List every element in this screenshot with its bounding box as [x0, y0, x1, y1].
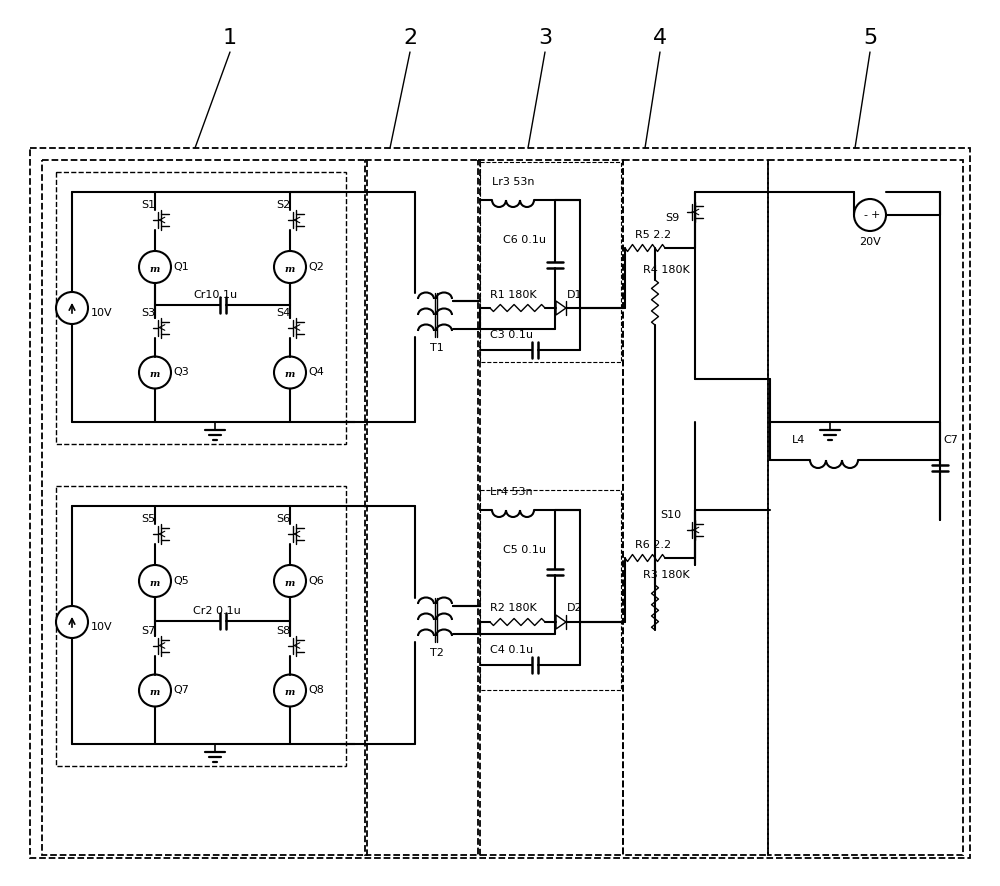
Text: Cr2 0.1u: Cr2 0.1u — [193, 606, 241, 617]
Circle shape — [854, 199, 886, 231]
Circle shape — [56, 292, 88, 324]
Text: m: m — [150, 579, 160, 587]
Circle shape — [274, 251, 306, 283]
Circle shape — [139, 674, 171, 706]
Text: Q2: Q2 — [308, 262, 324, 272]
Text: S5: S5 — [141, 514, 155, 524]
Text: m: m — [285, 579, 295, 587]
Text: 2: 2 — [403, 28, 417, 48]
Bar — [42, 160, 367, 855]
Text: C7: C7 — [943, 435, 958, 445]
Text: m: m — [285, 265, 295, 274]
Circle shape — [139, 251, 171, 283]
Text: R5 2.2: R5 2.2 — [635, 230, 671, 240]
Bar — [30, 148, 970, 858]
Bar — [480, 490, 621, 690]
Text: m: m — [150, 370, 160, 379]
Text: S1: S1 — [141, 200, 155, 210]
Text: S7: S7 — [141, 626, 155, 635]
Text: m: m — [150, 688, 160, 697]
Text: 10V: 10V — [91, 308, 113, 318]
Bar — [365, 160, 480, 855]
Text: S6: S6 — [276, 514, 290, 524]
Text: 4: 4 — [653, 28, 667, 48]
Bar — [56, 486, 346, 766]
Text: S8: S8 — [276, 626, 290, 635]
Text: S10: S10 — [660, 510, 681, 520]
Text: 10V: 10V — [91, 622, 113, 632]
Text: R4 180K: R4 180K — [643, 265, 690, 275]
Text: +: + — [870, 210, 880, 220]
Bar — [480, 162, 621, 362]
Text: T1: T1 — [430, 343, 444, 353]
Bar — [623, 160, 768, 855]
Text: -: - — [863, 210, 867, 220]
Text: T2: T2 — [430, 648, 444, 658]
Polygon shape — [556, 301, 566, 315]
Text: D1: D1 — [567, 290, 582, 300]
Text: Lr3 53n: Lr3 53n — [492, 177, 534, 187]
Text: m: m — [285, 688, 295, 697]
Text: R1 180K: R1 180K — [490, 290, 537, 300]
Circle shape — [56, 606, 88, 638]
Bar — [56, 172, 346, 444]
Circle shape — [139, 565, 171, 597]
Circle shape — [274, 356, 306, 388]
Text: S2: S2 — [276, 200, 290, 210]
Text: R3 180K: R3 180K — [643, 570, 690, 580]
Polygon shape — [556, 615, 566, 629]
Text: S4: S4 — [276, 307, 290, 317]
Text: Lr4 53n: Lr4 53n — [490, 487, 533, 497]
Text: Q3: Q3 — [173, 368, 189, 377]
Text: Q5: Q5 — [173, 576, 189, 586]
Text: Q4: Q4 — [308, 368, 324, 377]
Text: 3: 3 — [538, 28, 552, 48]
Text: S9: S9 — [665, 213, 679, 223]
Text: Q7: Q7 — [173, 686, 189, 696]
Text: Q1: Q1 — [173, 262, 189, 272]
Text: Q6: Q6 — [308, 576, 324, 586]
Circle shape — [274, 565, 306, 597]
Text: C5 0.1u: C5 0.1u — [503, 545, 546, 555]
Text: C3 0.1u: C3 0.1u — [490, 330, 533, 340]
Circle shape — [139, 356, 171, 388]
Text: 1: 1 — [223, 28, 237, 48]
Text: D2: D2 — [567, 603, 583, 613]
Text: 20V: 20V — [859, 237, 881, 247]
Text: Q8: Q8 — [308, 686, 324, 696]
Text: 5: 5 — [863, 28, 877, 48]
Text: R6 2.2: R6 2.2 — [635, 540, 671, 550]
Bar — [478, 160, 623, 855]
Text: C6 0.1u: C6 0.1u — [503, 235, 546, 245]
Text: R2 180K: R2 180K — [490, 603, 537, 613]
Text: Cr10.1u: Cr10.1u — [193, 291, 237, 300]
Text: L4: L4 — [792, 435, 805, 445]
Text: C4 0.1u: C4 0.1u — [490, 645, 533, 655]
Text: m: m — [285, 370, 295, 379]
Text: m: m — [150, 265, 160, 274]
Bar — [768, 160, 963, 855]
Circle shape — [274, 674, 306, 706]
Text: S3: S3 — [141, 307, 155, 317]
